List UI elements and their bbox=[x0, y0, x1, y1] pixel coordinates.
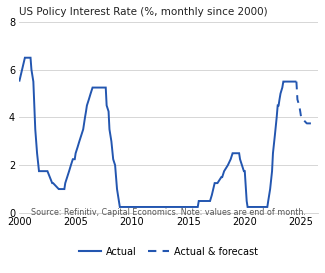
Actual & forecast bbox=[294, 80, 298, 83]
Actual bbox=[17, 80, 21, 83]
Actual bbox=[108, 128, 111, 131]
Text: US Policy Interest Rate (%, monthly since 2000): US Policy Interest Rate (%, monthly sinc… bbox=[19, 7, 268, 17]
Actual bbox=[118, 205, 122, 209]
Actual & forecast bbox=[298, 110, 302, 113]
Actual bbox=[245, 199, 249, 203]
Actual bbox=[23, 56, 27, 59]
Actual & forecast bbox=[314, 122, 318, 125]
Line: Actual & forecast: Actual & forecast bbox=[296, 82, 316, 123]
Actual & forecast bbox=[297, 104, 301, 107]
Actual & forecast bbox=[305, 122, 309, 125]
Actual bbox=[294, 80, 298, 83]
Legend: Actual, Actual & forecast: Actual, Actual & forecast bbox=[75, 243, 262, 260]
Actual bbox=[29, 56, 32, 59]
Actual bbox=[115, 188, 119, 191]
Line: Actual: Actual bbox=[19, 58, 296, 207]
Actual & forecast bbox=[295, 98, 299, 101]
Actual bbox=[35, 152, 39, 155]
Text: Source: Refinitiv, Capital Economics. Note: values are end of month.: Source: Refinitiv, Capital Economics. No… bbox=[31, 208, 306, 217]
Actual & forecast bbox=[299, 116, 303, 119]
Actual bbox=[266, 199, 270, 203]
